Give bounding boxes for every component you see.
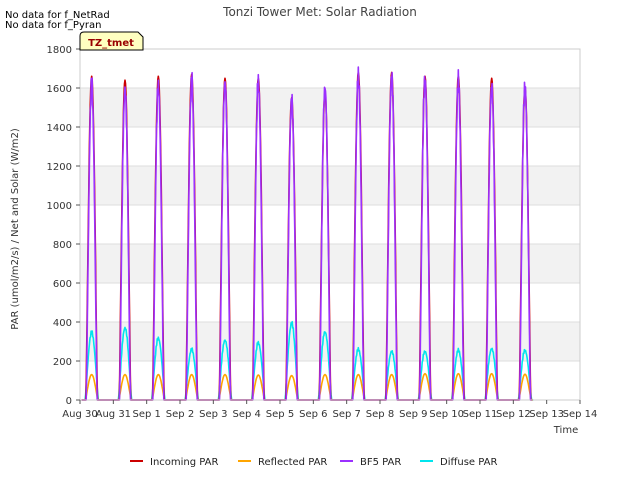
site-badge-label: TZ_tmet [88,38,134,49]
no-data-note-netrad: No data for f_NetRad [5,10,110,21]
site-badge: TZ_tmet [79,31,144,51]
plot-band [80,49,580,88]
y-tick-label: 1000 [47,201,72,212]
legend-label: Incoming PAR [150,457,219,468]
legend: Incoming PAR Reflected PAR BF5 PAR Diffuse … [130,457,497,468]
y-axis-ticks: 0 200 400 600 800 1000 1200 1400 1600 1800 [47,45,80,407]
y-tick-label: 0 [66,396,72,407]
y-tick-label: 1800 [47,45,72,56]
x-tick-label: Sep 12 [496,409,531,420]
y-tick-label: 200 [53,357,72,368]
x-tick-label: Sep 13 [529,409,564,420]
x-tick-label: Sep 10 [429,409,464,420]
x-tick-label: Sep 7 [332,409,360,420]
legend-label: Reflected PAR [258,457,327,468]
chart-title: Tonzi Tower Met: Solar Radiation [222,5,417,19]
x-tick-label: Sep 6 [299,409,327,420]
x-tick-label: Sep 1 [132,409,160,420]
plot-band [80,88,580,127]
x-tick-label: Aug 31 [96,409,131,420]
y-tick-label: 1400 [47,123,72,134]
legend-label: Diffuse PAR [440,457,497,468]
x-tick-label: Aug 30 [62,409,97,420]
x-tick-label: Sep 14 [563,409,598,420]
x-tick-label: Sep 9 [399,409,427,420]
plot-band [80,166,580,205]
y-tick-label: 600 [53,279,72,290]
x-tick-label: Sep 5 [266,409,294,420]
y-tick-label: 800 [53,240,72,251]
y-tick-label: 1200 [47,162,72,173]
x-tick-label: Sep 11 [463,409,498,420]
plot-band [80,244,580,283]
y-axis-label: PAR (umol/m2/s) / Net and Solar (W/m2) [10,128,21,330]
y-tick-label: 1600 [47,84,72,95]
x-tick-label: Sep 3 [199,409,227,420]
legend-label: BF5 PAR [360,457,401,468]
plot-frame [79,48,581,401]
plot-band [80,127,580,166]
x-tick-label: Sep 4 [232,409,260,420]
plot-band [80,205,580,244]
x-tick-label: Sep 8 [366,409,394,420]
no-data-note-pyran: No data for f_Pyran [5,20,101,31]
y-tick-label: 400 [53,318,72,329]
x-tick-label: Sep 2 [166,409,194,420]
x-axis-label: Time [553,425,578,436]
